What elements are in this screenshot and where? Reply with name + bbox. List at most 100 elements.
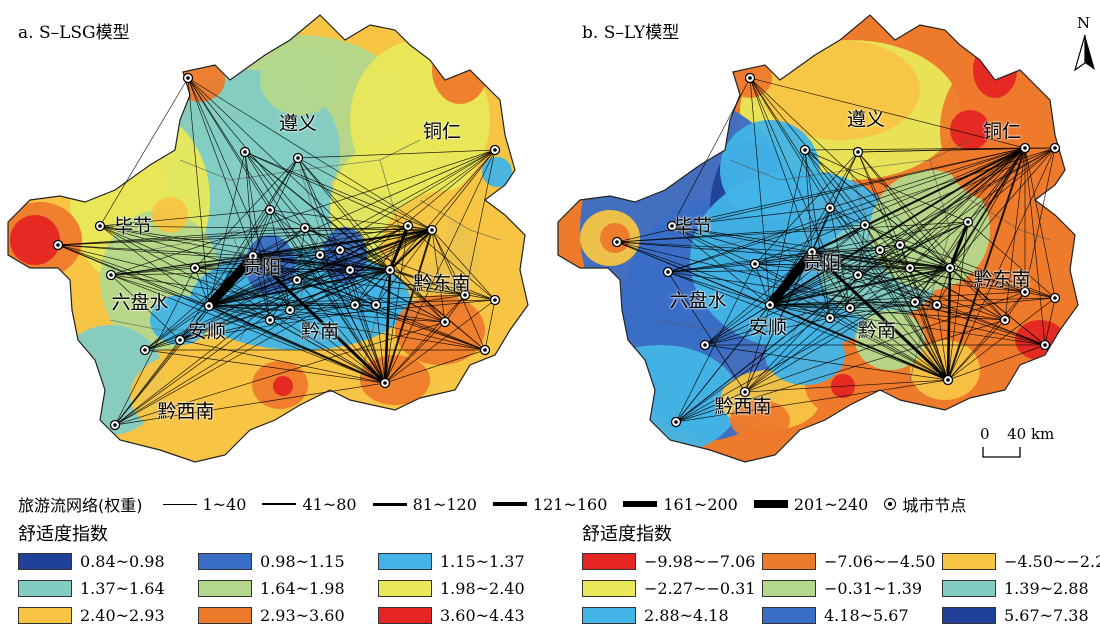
flow-line bbox=[864, 224, 1056, 299]
flow-line bbox=[384, 299, 496, 384]
flow-line bbox=[857, 267, 951, 276]
city-node bbox=[874, 244, 886, 256]
flow-line bbox=[194, 255, 254, 269]
flow-line bbox=[289, 229, 433, 311]
flow-line bbox=[431, 149, 496, 231]
city-node bbox=[824, 202, 836, 214]
flow-line bbox=[289, 304, 377, 311]
color-swatch bbox=[942, 580, 996, 597]
flow-line bbox=[667, 271, 771, 306]
flow-line bbox=[389, 269, 486, 351]
comfort-legend-label: 2.88~4.18 bbox=[644, 606, 729, 625]
flow-line bbox=[864, 147, 1026, 226]
flow-line bbox=[269, 319, 386, 384]
label-qianxinan: 黔西南 bbox=[714, 395, 772, 418]
flow-line bbox=[110, 249, 341, 276]
flow-line bbox=[1004, 147, 1026, 321]
flow-line bbox=[57, 229, 433, 246]
flow-line bbox=[252, 255, 271, 321]
comfort-legend-a-title: 舒适度指数 bbox=[18, 524, 108, 545]
flow-line-major bbox=[766, 249, 816, 308]
flow-line bbox=[1024, 147, 1046, 346]
flow-line-major bbox=[383, 269, 392, 384]
flow-line bbox=[754, 147, 1026, 265]
city-node bbox=[764, 299, 776, 311]
label-guiyang: 贵阳 bbox=[802, 252, 842, 275]
flow-line bbox=[349, 229, 433, 271]
flow-line bbox=[749, 77, 813, 253]
district-boundary bbox=[419, 199, 501, 241]
flow-line bbox=[384, 225, 409, 384]
comfort-legend-item: 2.93~3.60 bbox=[198, 606, 378, 625]
flow-line bbox=[849, 307, 949, 381]
flow-line bbox=[208, 305, 446, 323]
comfort-legend-label: −4.50~−2.27 bbox=[1004, 552, 1100, 571]
flow-line bbox=[304, 227, 496, 301]
flow-line bbox=[879, 249, 1006, 321]
flow-item: 81~120 bbox=[372, 495, 477, 514]
flow-line bbox=[749, 77, 771, 306]
flow-line bbox=[252, 249, 341, 257]
flow-line bbox=[484, 299, 496, 351]
flow-line bbox=[297, 157, 341, 251]
label-qianxinan: 黔西南 bbox=[157, 400, 215, 423]
flow-line bbox=[1044, 297, 1056, 346]
flow-line bbox=[57, 227, 306, 246]
label-qiannan: 黔南 bbox=[857, 319, 897, 342]
city-node-icon bbox=[884, 498, 897, 510]
label-liupanshui: 六盘水 bbox=[669, 289, 727, 312]
flow-line bbox=[804, 149, 969, 223]
flow-line bbox=[99, 225, 391, 271]
district-boundary bbox=[909, 159, 951, 381]
flow-line bbox=[389, 149, 496, 271]
flow-line bbox=[244, 151, 433, 231]
flow-item-label: 201~240 bbox=[793, 494, 869, 514]
flow-line bbox=[849, 147, 1026, 309]
flow-line bbox=[252, 255, 391, 271]
comfort-legend-label: 1.37~1.64 bbox=[80, 579, 165, 598]
flow-line bbox=[671, 225, 813, 253]
flow-line bbox=[144, 305, 210, 351]
flow-line bbox=[297, 157, 433, 231]
color-swatch bbox=[198, 580, 252, 597]
province-boundary bbox=[7, 14, 529, 463]
scale-bar: 0 40 km bbox=[980, 425, 1054, 458]
flow-line bbox=[114, 229, 433, 426]
city-node bbox=[402, 220, 414, 232]
flow-line bbox=[208, 305, 271, 321]
color-swatch bbox=[942, 607, 996, 624]
flow-line bbox=[187, 77, 386, 384]
city-node bbox=[824, 312, 836, 324]
city-node bbox=[489, 294, 501, 306]
flow-line bbox=[811, 251, 851, 309]
flow-line bbox=[864, 224, 916, 303]
flow-line bbox=[857, 151, 951, 269]
flow-line bbox=[389, 269, 446, 323]
comfort-legend-label: 0.84~0.98 bbox=[80, 552, 165, 571]
province-boundary bbox=[557, 14, 1079, 463]
flow-line bbox=[749, 77, 831, 209]
comfort-legend-label: 1.98~2.40 bbox=[440, 579, 525, 598]
flow-line bbox=[269, 209, 386, 384]
flow-line bbox=[829, 317, 949, 381]
comfort-legend-label: 1.64~1.98 bbox=[260, 579, 345, 598]
city-node bbox=[349, 299, 361, 311]
flow-line bbox=[667, 263, 756, 273]
flow-line bbox=[208, 149, 496, 307]
flow-line bbox=[252, 229, 433, 257]
comfort-legend-a: 舒适度指数 0.84~0.98 0.98~1.15 1.15~1.37 1.37~1.… bbox=[18, 520, 558, 625]
flow-line bbox=[899, 244, 1026, 293]
city-node bbox=[284, 304, 296, 316]
label-tongren: 铜仁 bbox=[422, 120, 462, 143]
flow-line bbox=[829, 207, 949, 381]
flow-line bbox=[949, 267, 1056, 299]
city-node bbox=[105, 269, 117, 281]
city-node bbox=[239, 146, 251, 158]
flow-line-major bbox=[810, 250, 950, 382]
comfort-surface bbox=[8, 15, 528, 462]
flow-line bbox=[252, 255, 486, 351]
flow-line bbox=[769, 304, 831, 319]
flow-line bbox=[675, 379, 949, 423]
city-node bbox=[1049, 142, 1061, 154]
flow-line bbox=[667, 267, 951, 273]
